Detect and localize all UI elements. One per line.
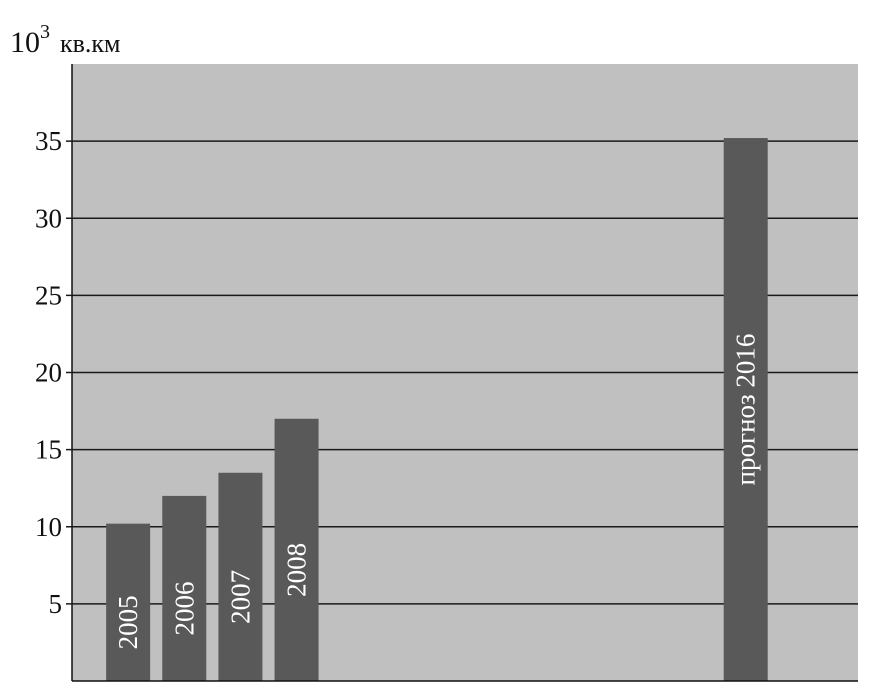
bar-label: 2006 — [169, 581, 199, 635]
y-tick-label: 20 — [35, 358, 62, 388]
y-axis-label-base: 10 — [10, 26, 40, 59]
y-axis-label-unit: кв.км — [60, 29, 121, 58]
bars: 2005 2006 2007 2008 прогноз 2016 — [106, 138, 768, 682]
y-tick-label: 30 — [35, 203, 62, 233]
y-tick-label: 25 — [35, 280, 62, 310]
bar-label: прогноз 2016 — [731, 334, 761, 486]
bar-label: 2005 — [113, 595, 143, 649]
y-tick-labels: 5 10 15 20 25 30 35 — [35, 126, 72, 619]
bar — [218, 472, 263, 681]
bar — [162, 495, 207, 681]
y-tick-label: 15 — [35, 435, 62, 465]
bar — [106, 523, 151, 681]
y-axis-label-exponent: 3 — [40, 21, 50, 43]
bar — [274, 418, 319, 681]
bar-label: 2008 — [282, 543, 312, 597]
y-tick-label: 35 — [35, 126, 62, 156]
y-axis-label: 103 кв.км — [10, 21, 121, 59]
bar — [723, 138, 768, 682]
y-tick-label: 10 — [35, 512, 62, 542]
bar-label: 2007 — [225, 570, 255, 624]
y-tick-label: 5 — [49, 589, 63, 619]
